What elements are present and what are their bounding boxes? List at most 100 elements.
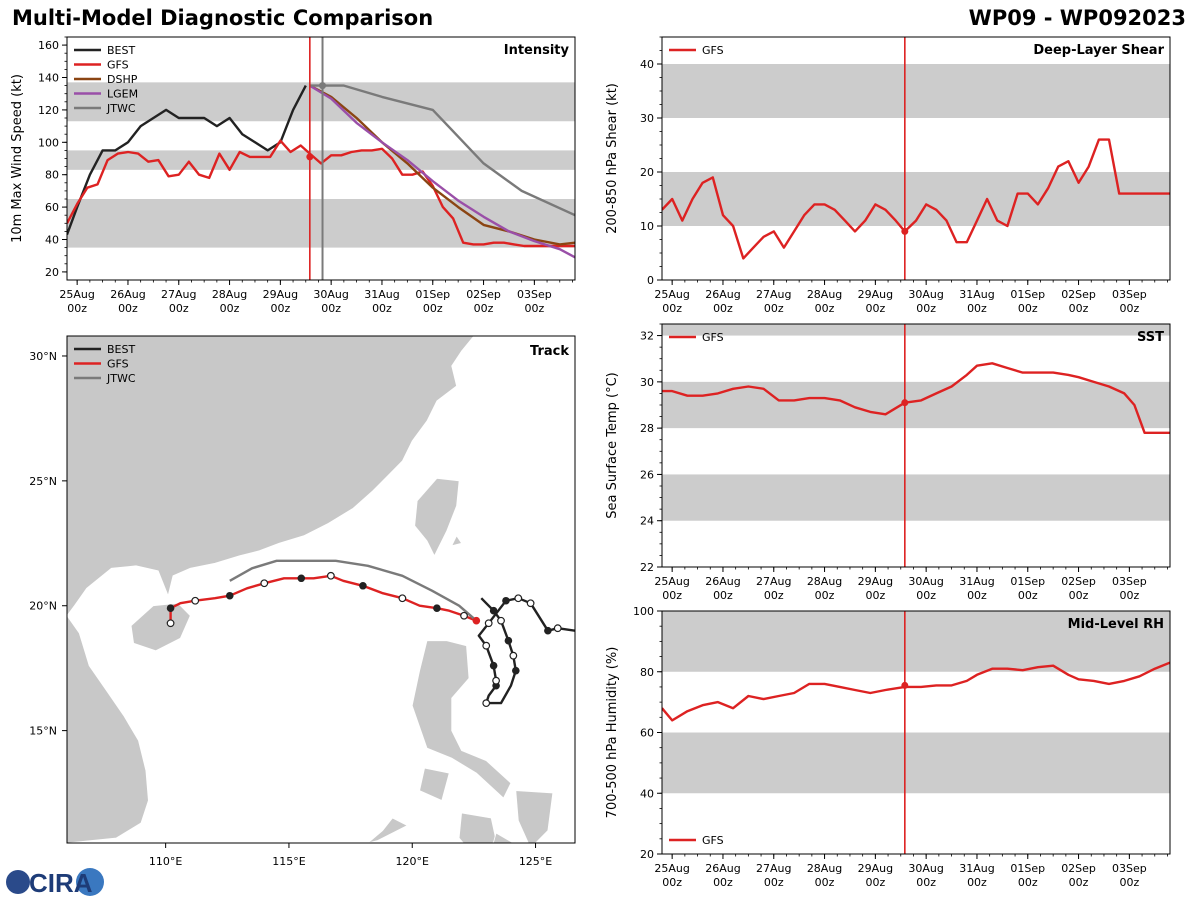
x-tick-label: 00z — [815, 302, 835, 315]
x-tick-label: 31Aug — [959, 575, 994, 588]
series-line-dshp — [309, 84, 575, 246]
legend-label-jtwc: JTWC — [106, 102, 136, 115]
lon-tick-label: 120°E — [396, 855, 429, 868]
track-line-jtwc — [229, 559, 478, 622]
legend-label-lgem: LGEM — [107, 88, 138, 101]
x-tick-label: 00z — [713, 302, 733, 315]
series-group — [662, 661, 1170, 722]
x-tick-label: 25Aug — [59, 288, 94, 301]
small-island — [450, 534, 463, 547]
x-tick-label: 00z — [118, 302, 138, 315]
x-tick-label: 29Aug — [858, 862, 893, 875]
x-tick-label: 00z — [815, 589, 835, 602]
x-tick-label: 31Aug — [959, 862, 994, 875]
init-marker — [319, 82, 327, 90]
series-line-gfs — [662, 362, 1170, 434]
y-tick-label: 40 — [640, 787, 654, 800]
track-marker-open — [326, 571, 335, 580]
x-tick-label: 01Sep — [1010, 288, 1045, 301]
y-tick-label: 32 — [640, 330, 654, 343]
x-tick-label: 00z — [1018, 302, 1038, 315]
mainland-landmass — [67, 336, 475, 617]
x-tick-label: 00z — [1018, 589, 1038, 602]
track-marker-filled — [359, 581, 367, 590]
x-tick-label: 00z — [916, 589, 936, 602]
track-marker-open — [166, 619, 175, 628]
track-marker-open — [497, 616, 505, 625]
series-line-gfs — [662, 661, 1170, 722]
shear-panel: 01020304025Aug00z26Aug00z27Aug00z28Aug00… — [605, 36, 1171, 315]
x-tick-label: 03Sep — [1112, 575, 1147, 588]
y-axis-label: Sea Surface Temp (°C) — [605, 372, 620, 519]
y-tick-label: 160 — [38, 39, 59, 52]
legend-label-gfs: GFS — [702, 834, 724, 847]
y-tick-label: 60 — [45, 201, 59, 214]
palawan-island — [367, 817, 409, 843]
panay-island — [458, 812, 497, 843]
logo-text: CIRA — [29, 868, 93, 898]
track-marker-filled — [489, 661, 498, 670]
x-tick-label: 30Aug — [908, 575, 943, 588]
track-line-gfs — [169, 574, 477, 624]
x-tick-label: 00z — [865, 589, 885, 602]
series-line-jtwc — [309, 84, 575, 217]
cira-logo: CIRA — [6, 868, 104, 898]
x-tick-label: 31Aug — [364, 288, 399, 301]
shaded-band — [662, 172, 1170, 226]
x-tick-label: 02Sep — [1061, 288, 1096, 301]
series-line-gfs — [67, 139, 575, 248]
x-tick-label: 00z — [372, 302, 392, 315]
x-tick-label: 26Aug — [705, 575, 740, 588]
x-tick-label: 02Sep — [1061, 862, 1096, 875]
x-tick-label: 25Aug — [654, 575, 689, 588]
x-tick-label: 28Aug — [807, 288, 842, 301]
legend-label-dshp: DSHP — [107, 73, 138, 86]
x-tick-label: 27Aug — [756, 862, 791, 875]
track-marker-open — [509, 651, 518, 660]
x-tick-label: 00z — [865, 876, 885, 889]
y-tick-label: 0 — [647, 274, 654, 287]
y-tick-label: 60 — [640, 727, 654, 740]
x-tick-label: 02Sep — [1061, 575, 1096, 588]
shaded-band — [662, 732, 1170, 794]
x-tick-label: 00z — [713, 589, 733, 602]
y-tick-label: 100 — [38, 136, 59, 149]
plot-frame — [661, 323, 1171, 568]
y-tick-label: 120 — [38, 104, 59, 117]
page-title: Multi-Model Diagnostic Comparison — [12, 6, 434, 30]
x-tick-label: 03Sep — [1112, 288, 1147, 301]
legend-label-best: BEST — [107, 343, 135, 356]
y-tick-label: 30 — [640, 112, 654, 125]
track-marker-open — [482, 641, 491, 650]
x-tick-label: 03Sep — [517, 288, 552, 301]
x-tick-label: 00z — [916, 302, 936, 315]
x-tick-label: 00z — [916, 876, 936, 889]
lat-tick-label: 15°N — [29, 725, 57, 738]
storm-id: WP09 - WP092023 — [968, 6, 1186, 30]
track-init-marker — [472, 616, 481, 625]
x-tick-label: 28Aug — [807, 862, 842, 875]
x-tick-label: 31Aug — [959, 288, 994, 301]
init-marker — [901, 681, 909, 689]
x-tick-label: 28Aug — [212, 288, 247, 301]
y-tick-label: 80 — [640, 666, 654, 679]
x-tick-label: 03Sep — [1112, 862, 1147, 875]
legend-label-jtwc: JTWC — [106, 372, 136, 385]
y-tick-label: 26 — [640, 468, 654, 481]
x-tick-label: 00z — [967, 876, 987, 889]
series-group — [67, 84, 575, 259]
x-tick-label: 29Aug — [263, 288, 298, 301]
x-tick-label: 28Aug — [807, 575, 842, 588]
panel-title: Mid-Level RH — [1068, 617, 1164, 632]
track-marker-filled — [502, 596, 510, 605]
y-tick-label: 20 — [45, 266, 59, 279]
sst-panel: 22242628303225Aug00z26Aug00z27Aug00z28Au… — [605, 323, 1171, 602]
x-tick-label: 26Aug — [705, 288, 740, 301]
shaded-band — [67, 150, 575, 170]
x-tick-label: 00z — [662, 302, 682, 315]
x-tick-label: 00z — [220, 302, 240, 315]
x-tick-label: 27Aug — [756, 288, 791, 301]
legend-label-gfs: GFS — [107, 59, 129, 72]
x-tick-label: 30Aug — [908, 288, 943, 301]
